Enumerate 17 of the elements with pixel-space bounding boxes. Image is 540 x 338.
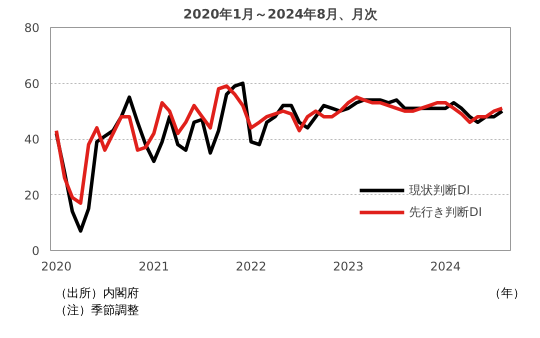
legend-label: 現状判断DI <box>409 182 470 198</box>
x-tick-label: 2022 <box>236 260 266 274</box>
legend-label: 先行き判断DI <box>409 204 482 220</box>
chart-title: 2020年1月～2024年8月、月次 <box>183 8 379 22</box>
y-tick-label: 80 <box>24 21 40 35</box>
line-series <box>54 84 504 205</box>
y-tick-label: 0 <box>32 244 40 258</box>
x-axis-title: （年） <box>489 285 525 302</box>
y-tick-label: 60 <box>24 76 40 91</box>
x-tick-label: 2020 <box>41 260 72 274</box>
y-tick-label: 20 <box>24 188 40 202</box>
x-tick-label: 2024 <box>430 260 461 274</box>
x-tick-label: 2023 <box>333 260 364 274</box>
x-tick-label: 2021 <box>138 260 170 274</box>
y-tick-label: 40 <box>24 132 40 146</box>
text: （出所）内閣府 <box>55 286 139 300</box>
text: （注）季節調整 <box>55 303 139 317</box>
